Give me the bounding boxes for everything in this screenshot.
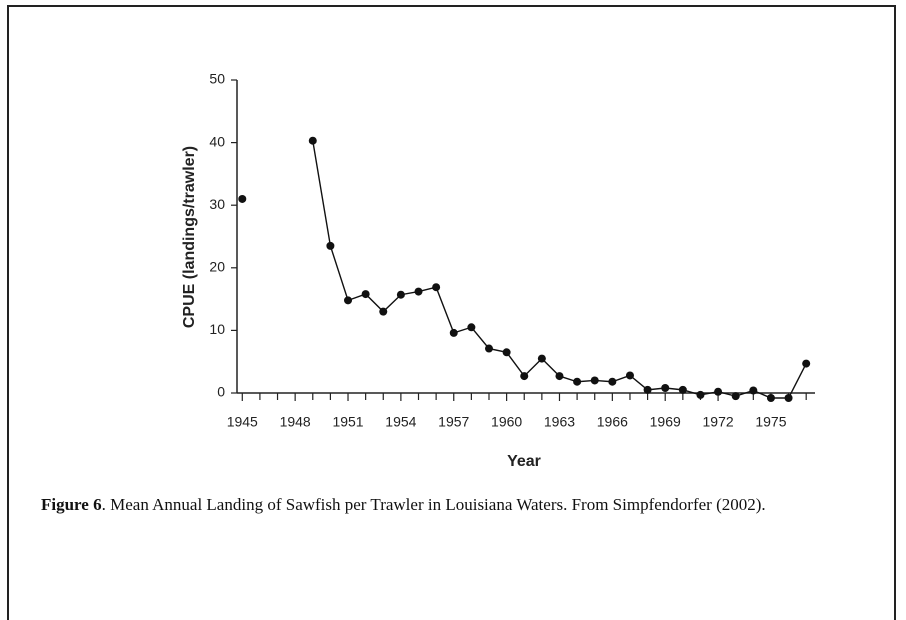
data-point [714,387,723,396]
data-point [308,136,317,145]
data-point [590,376,599,385]
data-point [449,328,458,337]
data-point [361,290,370,299]
data-point [379,307,388,316]
x-tick-label: 1975 [755,414,786,430]
x-axis-label: Year [507,453,541,470]
data-point [432,283,441,292]
data-point [661,383,670,392]
x-tick-label: 1972 [703,414,734,430]
caption: Figure 6. Mean Annual Landing of Sawfish… [41,494,901,516]
x-tick-label: 1969 [650,414,681,430]
data-line [312,140,807,399]
data-point [802,359,811,368]
data-point [238,194,247,203]
data-point [555,372,564,381]
x-tick-label: 1966 [597,414,628,430]
x-tick-label: 1948 [280,414,311,430]
data-point [484,344,493,353]
x-tick-label: 1957 [438,414,469,430]
caption-text: . Mean Annual Landing of Sawfish per Tra… [101,495,766,514]
x-tick-label: 1951 [332,414,363,430]
y-tick-label: 40 [209,133,225,149]
data-point [537,354,546,363]
data-point [766,394,775,403]
frame-border [7,5,896,620]
data-point [625,371,634,380]
data-point [520,372,529,381]
y-tick-label: 0 [217,384,225,400]
data-point [502,348,511,357]
data-point [344,296,353,305]
data-point [326,241,335,250]
data-point [396,290,405,299]
x-tick-label: 1960 [491,414,522,430]
x-tick-label: 1945 [227,414,258,430]
data-point [573,377,582,386]
data-point [643,385,652,394]
data-point [696,390,705,399]
data-point [731,392,740,401]
figure-label: Figure 6 [41,495,102,514]
data-point [749,386,758,395]
y-tick-label: 10 [209,321,225,337]
y-tick-label: 50 [209,71,225,87]
x-tick-label: 1963 [544,414,575,430]
y-tick-label: 20 [209,259,225,275]
y-axis-label: CPUE (landings/trawler) [181,146,198,328]
data-point [608,377,617,386]
y-tick-label: 30 [209,196,225,212]
data-point [678,385,687,394]
data-point [784,394,793,403]
data-point [467,323,476,332]
data-point [414,287,423,296]
x-tick-label: 1954 [385,414,416,430]
